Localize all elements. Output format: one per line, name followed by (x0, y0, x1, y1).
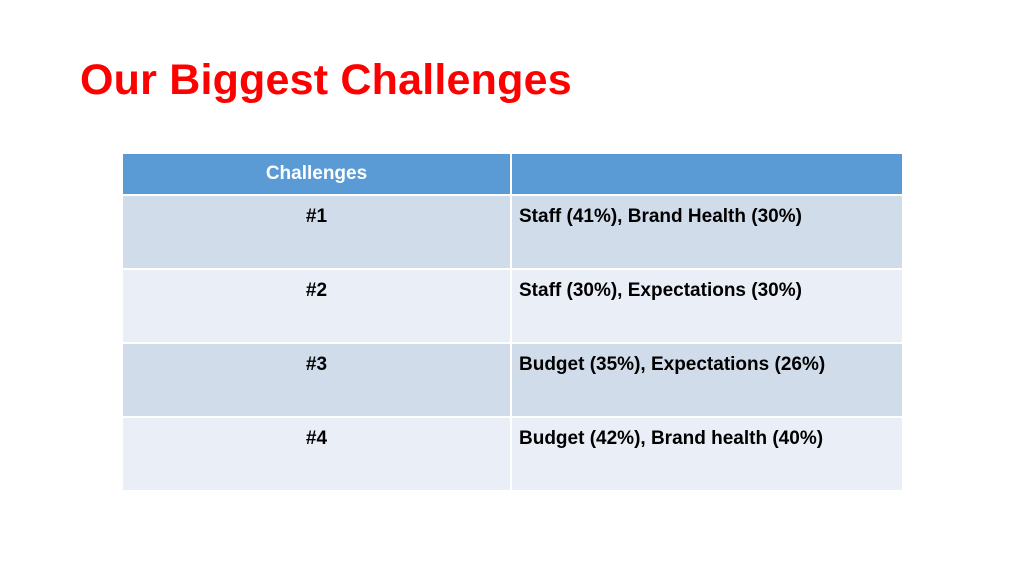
header-cell-empty (510, 152, 904, 196)
challenge-cell: Staff (41%), Brand Health (30%) (510, 194, 904, 270)
header-row: Challenges (121, 152, 904, 196)
challenge-cell: Budget (42%), Brand health (40%) (510, 416, 904, 492)
rank-cell: #1 (121, 194, 512, 270)
challenges-table: Challenges #1 Staff (41%), Brand Health (… (121, 152, 904, 492)
rank-cell: #4 (121, 416, 512, 492)
rank-cell: #3 (121, 342, 512, 418)
table-row: #3 Budget (35%), Expectations (26%) (121, 342, 904, 418)
table-row: #1 Staff (41%), Brand Health (30%) (121, 194, 904, 270)
header-cell: Challenges (121, 152, 512, 196)
table-body: #1 Staff (41%), Brand Health (30%) #2 Staff… (121, 194, 904, 492)
table-row: #2 Staff (30%), Expectations (30%) (121, 268, 904, 344)
challenge-cell: Staff (30%), Expectations (30%) (510, 268, 904, 344)
rank-cell: #2 (121, 268, 512, 344)
challenge-cell: Budget (35%), Expectations (26%) (510, 342, 904, 418)
slide-title: Our Biggest Challenges (80, 56, 572, 104)
table-row: #4 Budget (42%), Brand health (40%) (121, 416, 904, 492)
